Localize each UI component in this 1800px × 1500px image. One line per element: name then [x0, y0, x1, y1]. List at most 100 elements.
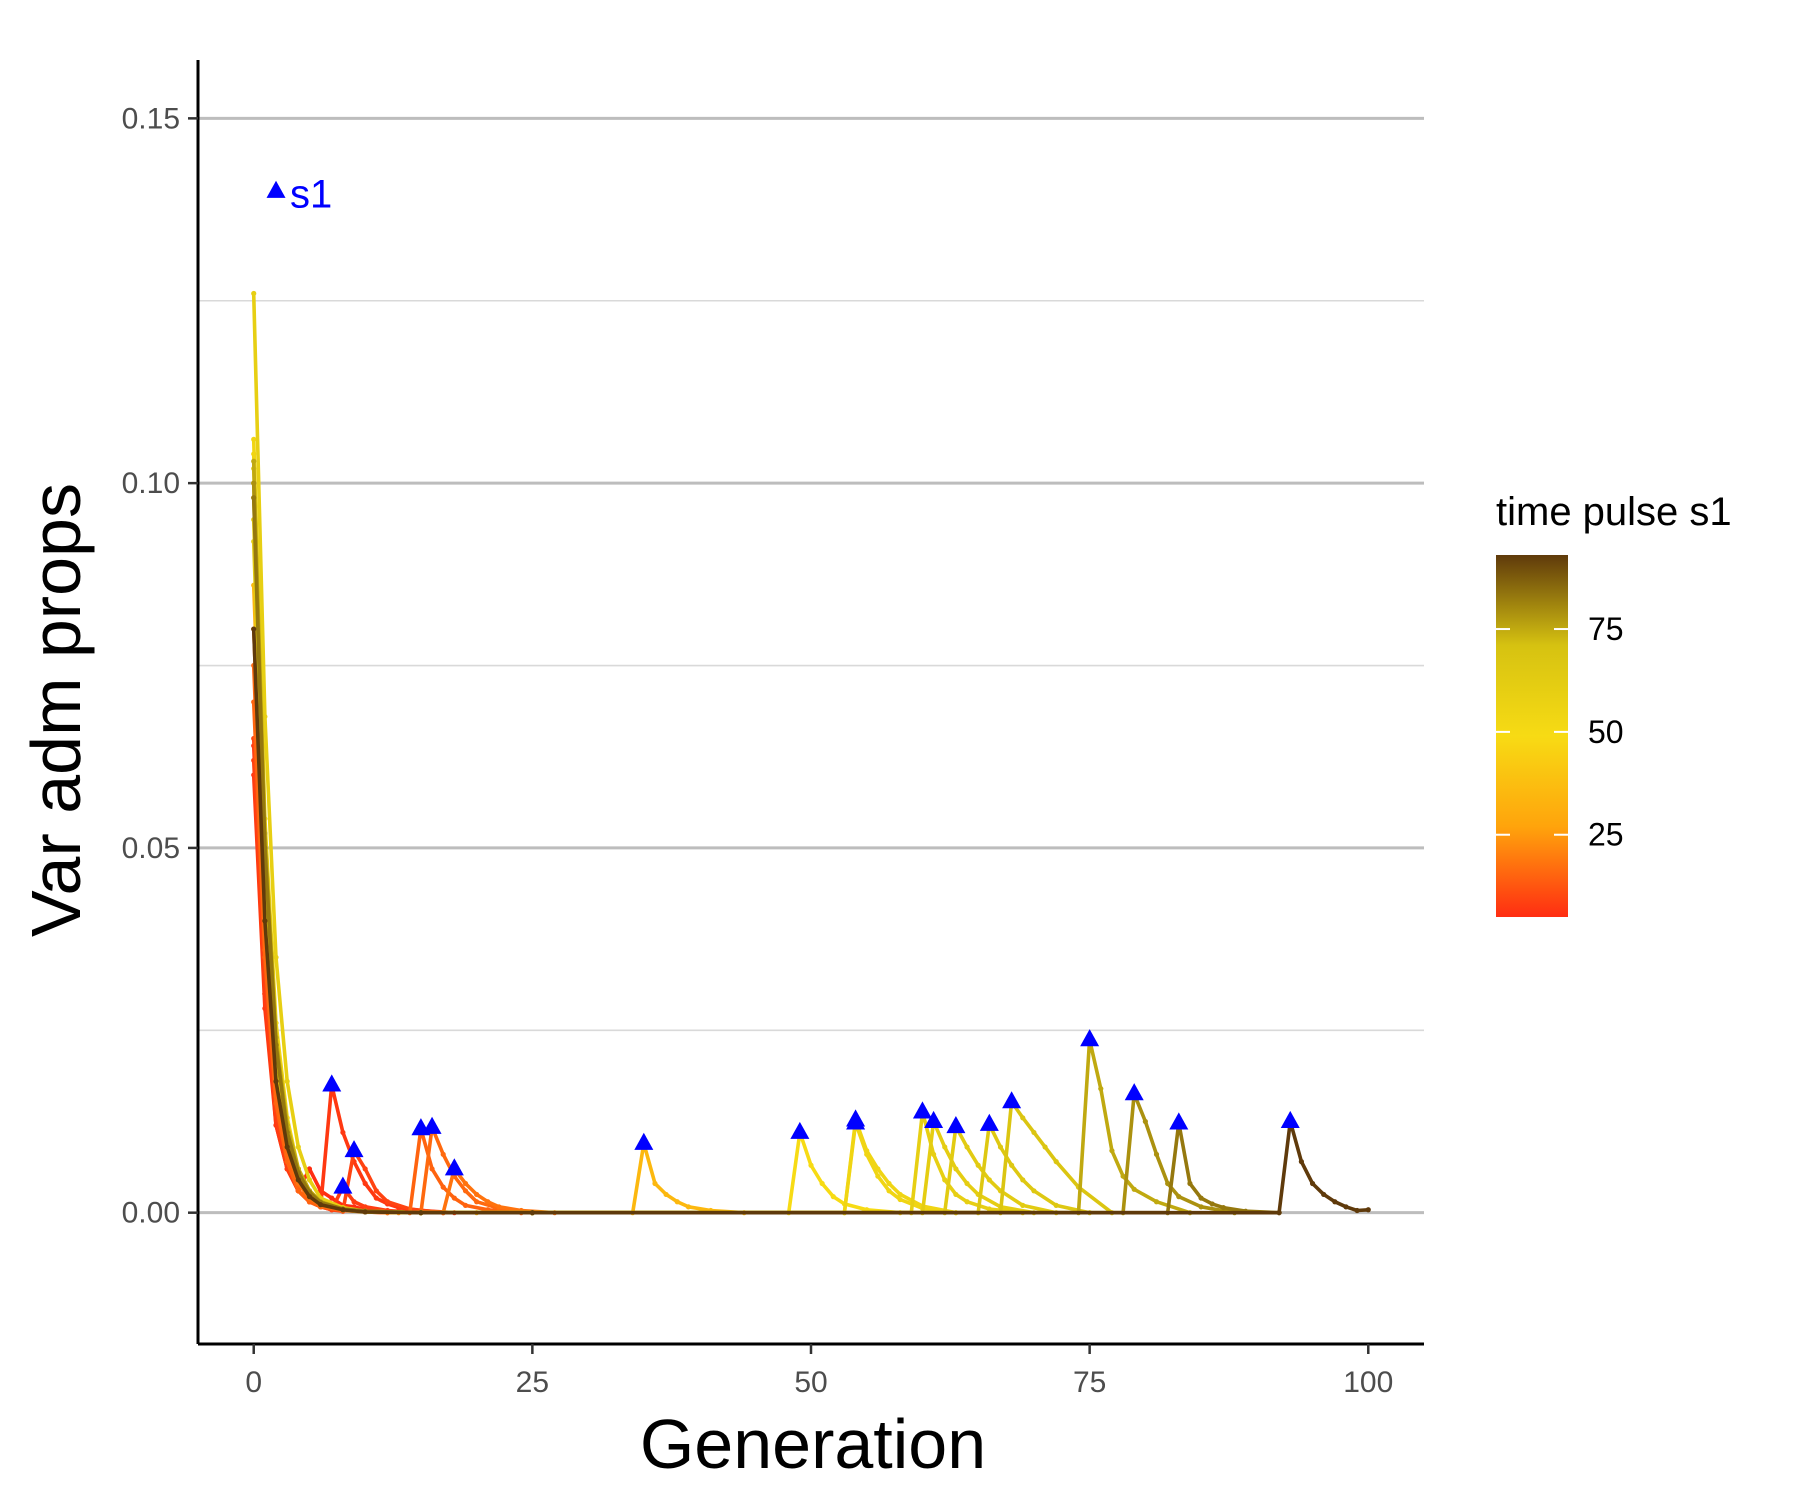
series-path — [251, 497, 1280, 1215]
series-line — [251, 495, 1093, 1216]
series-line — [251, 495, 1282, 1216]
series-point — [462, 1202, 469, 1208]
series-point — [1309, 1180, 1316, 1187]
x-tick-label: 25 — [516, 1366, 549, 1399]
legend-title: time pulse s1 — [1496, 490, 1732, 534]
series-point — [251, 480, 257, 486]
series-path — [251, 439, 957, 1215]
x-tick-label: 50 — [794, 1366, 827, 1399]
pulse-markers — [322, 1029, 1300, 1194]
series-line — [251, 582, 747, 1216]
series-point — [462, 1188, 469, 1194]
series-point — [1142, 1118, 1148, 1125]
series-path — [251, 293, 1023, 1215]
series-point — [1020, 1115, 1026, 1121]
marker-key-label: s1 — [290, 172, 332, 216]
pulse-marker — [444, 1158, 464, 1176]
series-point — [429, 1166, 435, 1172]
series-point — [953, 1191, 959, 1198]
series-point — [418, 1210, 424, 1216]
series-line — [251, 458, 1193, 1216]
series-path — [251, 628, 555, 1215]
series-point — [986, 1206, 992, 1212]
series-point — [1020, 1177, 1026, 1183]
y-tick-label: 0.05 — [122, 832, 180, 865]
pulse-marker — [790, 1121, 810, 1139]
legend-ticks: 25 50 75 — [1496, 611, 1624, 853]
series-point — [329, 1195, 335, 1201]
series-point — [1053, 1159, 1059, 1165]
pulse-marker — [946, 1115, 966, 1134]
series-point — [306, 1177, 313, 1183]
pulse-marker — [333, 1176, 353, 1194]
x-tick-label: 0 — [245, 1366, 262, 1399]
series-point — [384, 1199, 391, 1205]
series-line — [251, 626, 1371, 1216]
y-tick-label: 0.00 — [122, 1197, 180, 1230]
y-axis-ticks: 0.00 0.05 0.10 0.15 — [122, 102, 198, 1230]
pulse-marker — [322, 1074, 342, 1092]
series-point — [340, 1129, 346, 1136]
series-point — [997, 1144, 1004, 1150]
series-point — [1153, 1199, 1160, 1205]
pulse-marker — [912, 1101, 932, 1119]
series-point — [652, 1180, 658, 1187]
series-point — [1176, 1194, 1182, 1200]
series-point — [262, 918, 268, 924]
series-point — [306, 1166, 313, 1172]
series-point — [975, 1162, 981, 1168]
series-line — [251, 465, 1115, 1216]
series-point — [1332, 1199, 1338, 1205]
x-tick-label: 75 — [1073, 1366, 1106, 1399]
series-point — [284, 1144, 290, 1150]
series-point — [1165, 1180, 1171, 1187]
series-point — [808, 1162, 814, 1168]
series-point — [373, 1195, 379, 1201]
series-path — [251, 701, 522, 1215]
axes — [196, 60, 1424, 1346]
series-point — [1009, 1162, 1015, 1168]
legend-tick-label: 25 — [1588, 817, 1624, 853]
gridlines — [198, 116, 1424, 1215]
series-point — [1198, 1204, 1204, 1210]
series-lines — [251, 290, 1371, 1216]
series-point — [1153, 1151, 1160, 1157]
series-point — [1198, 1195, 1204, 1201]
pulse-marker — [924, 1110, 944, 1128]
pulse-marker — [1002, 1091, 1022, 1109]
series-line — [251, 626, 558, 1216]
marker-key: s1 — [266, 172, 332, 216]
series-point — [251, 495, 257, 501]
series-path — [251, 519, 1035, 1215]
series-point — [1187, 1180, 1193, 1187]
pulse-marker — [422, 1116, 442, 1134]
series-point — [251, 458, 257, 464]
series-point — [284, 1078, 290, 1084]
pulse-marker — [1080, 1029, 1100, 1047]
series-point — [897, 1191, 903, 1198]
series-point — [474, 1191, 480, 1198]
series-point — [273, 1078, 279, 1084]
series-point — [295, 1177, 301, 1183]
series-point — [986, 1177, 992, 1183]
series-line — [251, 436, 959, 1216]
series-point — [273, 954, 279, 960]
series-point — [251, 290, 257, 297]
series-point — [1298, 1159, 1304, 1165]
legend-tick-label: 75 — [1588, 611, 1624, 647]
series-point — [362, 1166, 368, 1172]
series-point — [362, 1204, 368, 1210]
series-line — [251, 538, 1059, 1216]
series-point — [251, 626, 257, 632]
series-point — [373, 1188, 379, 1194]
series-path — [251, 453, 957, 1215]
series-point — [1031, 1129, 1037, 1136]
series-point — [1220, 1204, 1226, 1211]
pulse-marker — [344, 1140, 364, 1158]
series-point — [340, 1207, 346, 1213]
series-point — [1354, 1207, 1360, 1214]
series-point — [440, 1184, 446, 1190]
series-line — [251, 662, 535, 1216]
